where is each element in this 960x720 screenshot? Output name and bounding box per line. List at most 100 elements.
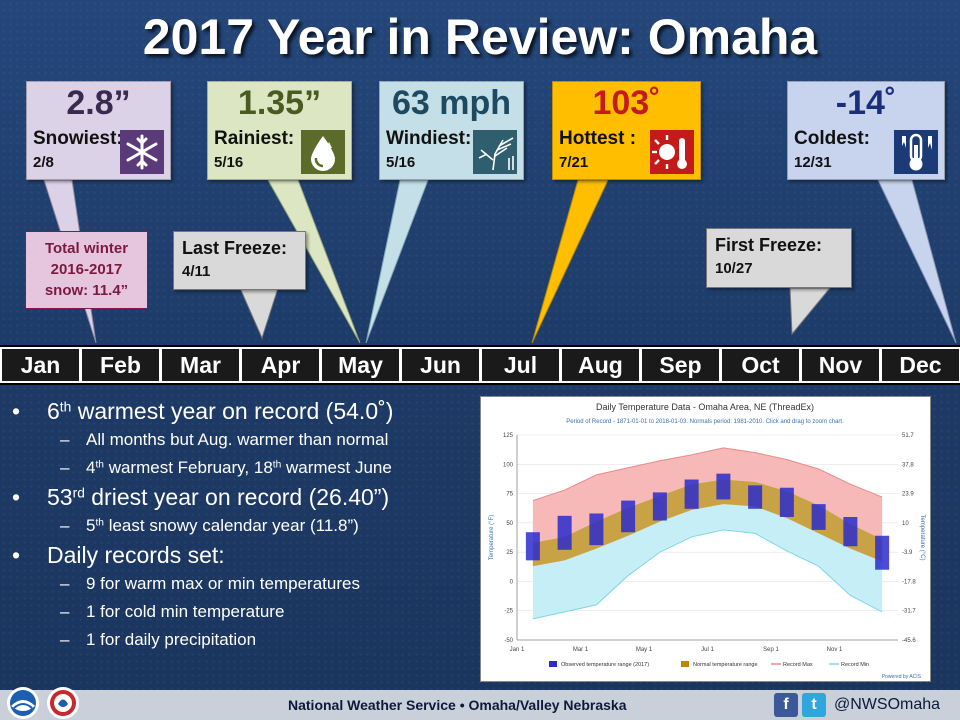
hottest-date: 7/21 [559, 154, 589, 171]
observed-range-bar [716, 473, 731, 500]
last-freeze-label: Last Freeze: [182, 238, 288, 258]
observed-range-bar [589, 513, 604, 546]
footer-text: National Weather Service • Omaha/Valley … [288, 697, 627, 713]
stat-record-precip: 1 for daily precipitation [0, 626, 480, 654]
snowiest-value: 2.8” [66, 84, 131, 122]
stat-least-snowy: 5th least snowy calendar year (11.8”) [0, 512, 480, 540]
y2-tick-label: 10 [902, 521, 909, 527]
month-may: May [320, 347, 400, 383]
snowiest-date: 2/8 [33, 154, 54, 171]
facebook-icon[interactable]: f [774, 693, 798, 717]
rainiest-value: 1.35” [237, 84, 322, 122]
y2-tick-label: 51.7 [902, 433, 914, 439]
raindrop-icon [301, 130, 345, 174]
snowflake-icon [120, 130, 164, 174]
observed-range-bar [875, 535, 890, 570]
winter-total-line2: 2016-2017 [50, 261, 123, 278]
y-axis-label: Temperature (°F) [489, 515, 495, 560]
record-min-band [532, 504, 883, 619]
legend-label: Normal temperature range [693, 662, 758, 668]
stat-record-cold: 1 for cold min temperature [0, 598, 480, 626]
month-timeline: Jan Feb Mar Apr May Jun Jul Aug Sep Oct … [0, 345, 960, 385]
winter-total-box: Total winter 2016-2017 snow: 11.4” [25, 231, 148, 309]
stat-driest-year: 53rd driest year on record (26.40”) [0, 482, 480, 512]
x-tick-label: Mar 1 [573, 647, 589, 653]
first-freeze-date: 10/27 [715, 260, 753, 277]
hottest-value: 103˚ [592, 84, 661, 122]
observed-range-bar [652, 492, 667, 521]
normal-range-band [532, 479, 883, 567]
first-freeze-box: First Freeze: 10/27 [706, 228, 852, 288]
chart-title: Daily Temperature Data - Omaha Area, NE … [596, 402, 814, 412]
twitter-handle[interactable]: @NWSOmaha [834, 696, 941, 713]
y2-tick-label: 37.8 [902, 462, 914, 468]
observed-range-bar [684, 479, 699, 509]
month-apr: Apr [240, 347, 320, 383]
winter-total-line3: snow: 11.4” [44, 282, 129, 299]
legend-swatch [681, 661, 689, 667]
pointer-coldest [877, 179, 957, 344]
observed-range-bar [843, 517, 858, 547]
stats-list: 6th warmest year on record (54.0˚) All m… [0, 396, 480, 654]
coldest-label: Coldest: [794, 128, 870, 149]
twitter-icon[interactable]: t [802, 693, 826, 717]
stat-warmest-feb-june: 4th warmest February, 18th warmest June [0, 454, 480, 482]
chart-subtitle: Period of Record - 1871-01-01 to 2018-01… [566, 419, 844, 425]
hottest-box: 103˚ Hottest : 7/21 [552, 81, 701, 180]
legend-label: Record Min [841, 662, 869, 668]
pointer-windiest [365, 179, 429, 344]
windiest-box: 63 mph Windiest: 5/16 [379, 81, 524, 180]
pointer-hottest [531, 179, 609, 344]
x-tick-label: Nov 1 [827, 647, 843, 653]
page-title: 2017 Year in Review: Omaha [142, 9, 818, 65]
observed-range-bar [557, 515, 572, 550]
wind-tree-icon [473, 130, 517, 174]
nws-logo [47, 687, 79, 719]
observed-range-bar [779, 487, 794, 517]
thermometer-icon [894, 130, 938, 174]
month-mar: Mar [160, 347, 240, 383]
coldest-date: 12/31 [794, 154, 832, 171]
sun-thermometer-icon [650, 130, 694, 174]
legend-swatch [549, 661, 557, 667]
rainiest-box: 1.35” Rainiest: 5/16 [207, 81, 352, 180]
month-sep: Sep [640, 347, 720, 383]
y2-axis-label: Temperature (°C) [919, 514, 925, 560]
rainiest-label: Rainiest: [214, 128, 295, 149]
windiest-label: Windiest: [386, 128, 472, 149]
y-tick-label: 50 [506, 521, 513, 527]
month-dec: Dec [880, 347, 960, 383]
temperature-chart[interactable]: Daily Temperature Data - Omaha Area, NE … [481, 397, 930, 681]
x-tick-label: Jul 1 [701, 647, 714, 653]
coldest-value: -14˚ [835, 84, 897, 122]
record-min-line [532, 529, 883, 620]
record-max-band [532, 447, 883, 543]
x-tick-label: Jan 1 [510, 647, 525, 653]
y-tick-label: 125 [503, 433, 514, 439]
month-oct: Oct [720, 347, 800, 383]
month-feb: Feb [80, 347, 160, 383]
last-freeze-date: 4/11 [182, 263, 211, 280]
pointer-rainiest [267, 179, 361, 344]
y2-tick-label: -31.7 [902, 609, 916, 615]
y-tick-label: 100 [503, 462, 514, 468]
observed-range-bar [621, 500, 636, 533]
snowiest-box: 2.8” Snowiest: 2/8 [26, 81, 171, 180]
last-freeze-box: Last Freeze: 4/11 [173, 231, 306, 290]
stat-record-warm: 9 for warm max or min temperatures [0, 570, 480, 598]
first-freeze-label: First Freeze: [715, 235, 823, 255]
y2-tick-label: -17.8 [902, 579, 916, 585]
month-nov: Nov [800, 347, 880, 383]
record-max-line [532, 447, 883, 502]
legend-label: Observed temperature range (2017) [561, 662, 649, 668]
y-tick-label: 0 [510, 579, 514, 585]
y2-tick-label: -45.6 [902, 638, 916, 644]
y-tick-label: 75 [506, 492, 513, 498]
month-jul: Jul [480, 347, 560, 383]
windiest-value: 63 mph [391, 84, 512, 122]
coldest-box: -14˚ Coldest: 12/31 [787, 81, 945, 180]
month-jun: Jun [400, 347, 480, 383]
hottest-label: Hottest : [559, 128, 637, 149]
y2-tick-label: -3.9 [902, 550, 913, 556]
stat-daily-records: Daily records set: [0, 540, 480, 570]
